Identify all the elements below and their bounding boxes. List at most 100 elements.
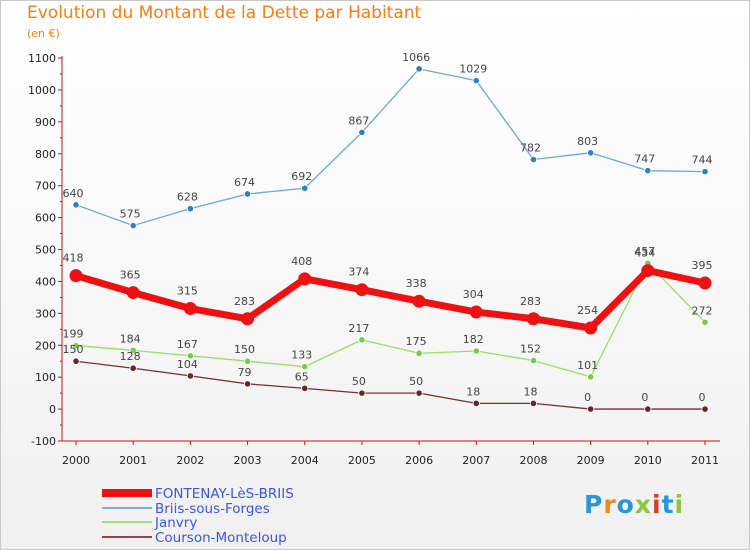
data-point [701,318,709,326]
chart-title: Evolution du Montant de la Dette par Hab… [27,3,422,23]
data-point [529,399,538,407]
y-tick-label: 100 [35,371,56,384]
y-tick-label: 900 [35,116,56,129]
data-point [301,184,309,192]
data-point [72,341,80,350]
series-line [75,360,706,410]
legend-label: Courson-Monteloup [155,530,287,546]
x-tick-label: 2010 [634,454,662,467]
logo-letter: x [634,490,652,519]
data-point [298,272,312,286]
data-point [358,128,366,136]
data-label: 50 [409,375,423,388]
data-point [641,264,655,278]
data-point [301,363,309,371]
data-label: 747 [634,153,655,166]
data-label: 184 [120,332,141,345]
data-point [415,65,423,73]
data-label: 744 [692,154,713,167]
data-point [301,384,309,392]
data-point [701,405,709,413]
data-label: 640 [63,187,84,200]
data-point [243,380,252,388]
x-tick-label: 2002 [176,454,204,467]
data-label: 199 [63,328,84,341]
data-label: 365 [120,269,141,282]
data-label: 150 [234,343,255,356]
data-label: 167 [177,338,198,351]
data-label: 867 [348,114,369,127]
data-label: 692 [291,170,312,183]
data-point [698,276,712,290]
data-point [129,364,137,372]
data-point [72,357,80,365]
data-point [587,373,595,381]
data-point [587,149,595,157]
data-point [472,77,480,85]
proxiti-logo: Proxiti [584,490,684,519]
legend-label: Janvry [154,515,197,531]
x-tick-label: 2005 [348,454,376,467]
data-label: 18 [466,385,480,398]
series-line [72,267,709,332]
data-point [241,312,255,326]
data-point [183,302,197,316]
data-label: 152 [520,343,541,356]
y-tick-label: 600 [35,212,56,225]
data-point [526,312,540,326]
data-label: 304 [463,288,484,301]
data-point [129,221,137,230]
data-point [126,286,140,300]
data-label: 315 [177,285,198,298]
data-point [243,357,252,365]
series-line [75,262,706,378]
data-label: 217 [348,322,369,335]
data-point [186,372,194,380]
chart-subtitle: (en €) [27,27,60,40]
x-tick-label: 2004 [291,454,319,467]
logo-letter: t [661,490,675,519]
logo-letter: i [652,490,662,519]
x-tick-label: 2006 [405,454,433,467]
data-label: 150 [63,343,84,356]
data-point [644,167,652,175]
y-tick-label: 1000 [28,84,56,97]
data-point [472,399,480,407]
series-line [75,68,706,227]
data-point [529,356,538,365]
data-label: 18 [523,385,537,398]
data-label: 374 [348,266,369,279]
data-label: 0 [641,391,648,404]
data-point [186,205,194,213]
data-label: 1066 [402,51,430,64]
data-label: 272 [692,304,713,317]
data-label: 395 [692,259,713,272]
y-tick-label: 0 [49,403,56,416]
data-point [243,190,252,198]
y-tick-label: 800 [35,148,56,161]
y-tick-label: 1100 [28,52,56,65]
y-tick-label: 400 [35,275,56,288]
x-tick-label: 2009 [577,454,605,467]
data-label: 338 [406,277,427,290]
data-label: 65 [295,370,309,383]
data-label: 575 [120,208,141,221]
data-label: 1029 [459,63,487,76]
data-label: 283 [520,295,541,308]
data-point [587,405,595,413]
data-label: 628 [177,191,198,204]
data-label: 457 [634,245,655,258]
data-point [644,405,652,413]
data-point [415,349,423,357]
data-point [472,347,480,355]
y-tick-label: 700 [35,180,56,193]
legend-label: FONTENAY-LèS-BRIIS [155,486,294,502]
y-tick-label: 200 [35,339,56,352]
y-tick-label: 300 [35,307,56,320]
data-label: 254 [577,304,598,317]
data-point [358,336,366,344]
data-point [412,294,426,308]
data-point [355,283,369,297]
